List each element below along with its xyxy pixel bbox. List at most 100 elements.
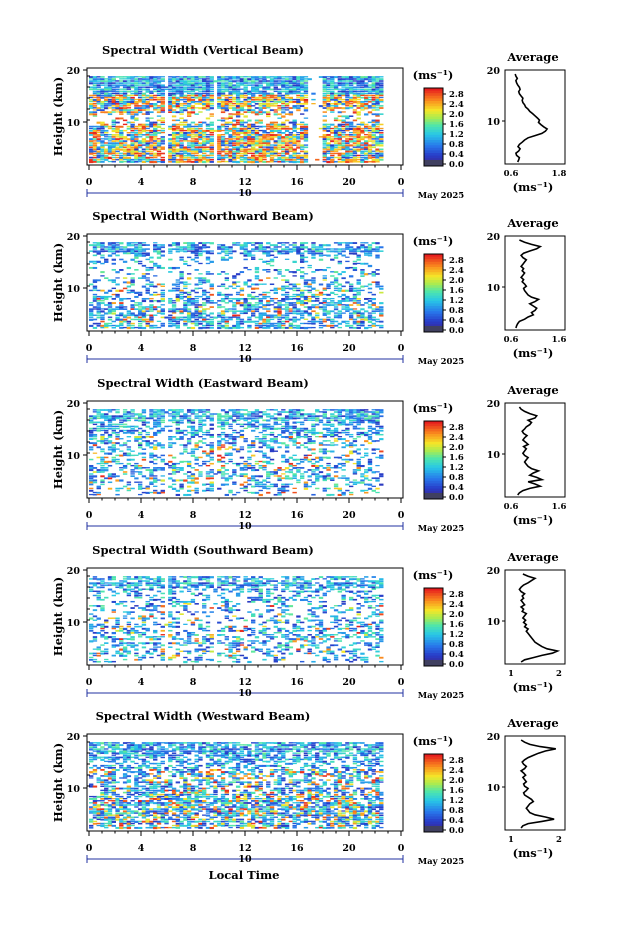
heatmap-cell [337,273,343,276]
heatmap-cell [232,84,237,87]
heatmap-cell [130,277,135,279]
heatmap-cell [262,107,267,109]
heatmap-cell [137,413,143,416]
heatmap-cell [137,471,143,473]
heatmap-cell [96,146,101,149]
heatmap-cell [96,456,101,459]
heatmap-cell [111,136,116,138]
heatmap-cell [341,80,346,82]
heatmap-cell [235,82,241,85]
heatmap-cell [198,90,203,92]
x-tick-label: 16 [290,177,304,188]
heatmap-cell [168,271,173,273]
heatmap-cell [202,277,207,280]
heatmap-cell [345,76,350,79]
heatmap-cell [115,76,120,78]
heatmap-cell [137,260,143,263]
heatmap-cell [134,82,139,85]
heatmap-cell [190,320,196,323]
heatmap-cell [303,98,309,101]
heatmap-cell [107,302,113,305]
heatmap-cell [92,100,98,103]
heatmap-cell [130,111,135,113]
heatmap-cell [149,436,154,438]
heatmap-cell [115,436,120,438]
heatmap-cell [198,419,203,422]
heatmap-cell [179,271,184,274]
heatmap-cell [202,82,207,84]
heatmap-cell [292,150,297,153]
heatmap-cell [107,111,113,114]
heatmap-cell [284,109,290,111]
heatmap-cell [137,436,143,439]
heatmap-cell [262,156,267,159]
heatmap-cell [209,88,214,91]
heatmap-cell [202,242,207,244]
heatmap-cell [156,411,162,413]
heatmap-cell [160,107,165,109]
heatmap-cell [318,324,324,327]
heatmap-cell [220,134,226,136]
heatmap-cell [122,96,128,99]
heatmap-cell [322,119,327,122]
heatmap-cell [179,160,184,163]
heatmap-cell [220,129,226,132]
heatmap-cell [375,100,380,104]
heatmap-cell [89,266,94,269]
heatmap-cell [141,491,147,494]
heatmap-cell [175,297,181,301]
heatmap-cell [254,96,260,99]
heatmap-cell [288,308,294,310]
heatmap-cell [352,148,358,151]
colorbar-tick-label: 2.0 [449,110,464,120]
heatmap-cell [160,78,165,81]
day-label: 10 [238,188,252,199]
heatmap-cell [315,252,320,255]
heatmap-cell [107,76,113,78]
heatmap-cell [119,92,124,95]
heatmap-cell [254,134,260,136]
heatmap-cell [333,86,339,89]
heatmap-cell [171,84,177,86]
heatmap-cell [277,154,282,157]
heatmap-cell [277,80,282,82]
heatmap-cell [318,291,324,294]
heatmap-cell [186,152,192,155]
heatmap-cell [288,312,294,315]
heatmap-cell [96,150,101,153]
heatmap-cell [220,158,226,161]
heatmap-cell [190,127,196,130]
heatmap-cell [352,242,358,244]
heatmap-cell [341,152,346,155]
heatmap-cell [224,88,230,91]
heatmap-cell [175,148,181,151]
heatmap-cell [111,326,116,329]
heatmap-cell [303,140,309,142]
heatmap-cell [247,320,252,323]
heatmap-cell [160,148,165,150]
heatmap-cell [198,121,203,123]
heatmap-cell [277,146,282,149]
heatmap-cell [130,92,135,95]
heatmap-cell [375,138,380,140]
heatmap-cell [284,103,290,106]
heatmap-cell [100,479,105,482]
heatmap-cell [288,295,294,298]
heatmap-cell [100,275,105,277]
heatmap-cell [190,82,196,85]
heatmap-cell [228,86,233,89]
heatmap-cell [235,242,241,244]
heatmap-cell [156,148,162,151]
heatmap-cell [235,121,241,124]
heatmap-cell [190,258,196,261]
heatmap-cell [126,127,132,130]
heatmap-cell [145,425,150,428]
heatmap-cell [318,322,324,325]
heatmap-cell [111,156,116,159]
heatmap-cell [330,320,335,323]
heatmap-cell [186,431,192,434]
heatmap-cell [104,107,109,110]
heatmap-cell [254,248,260,250]
heatmap-cell [209,105,214,107]
heatmap-cell [119,98,124,101]
